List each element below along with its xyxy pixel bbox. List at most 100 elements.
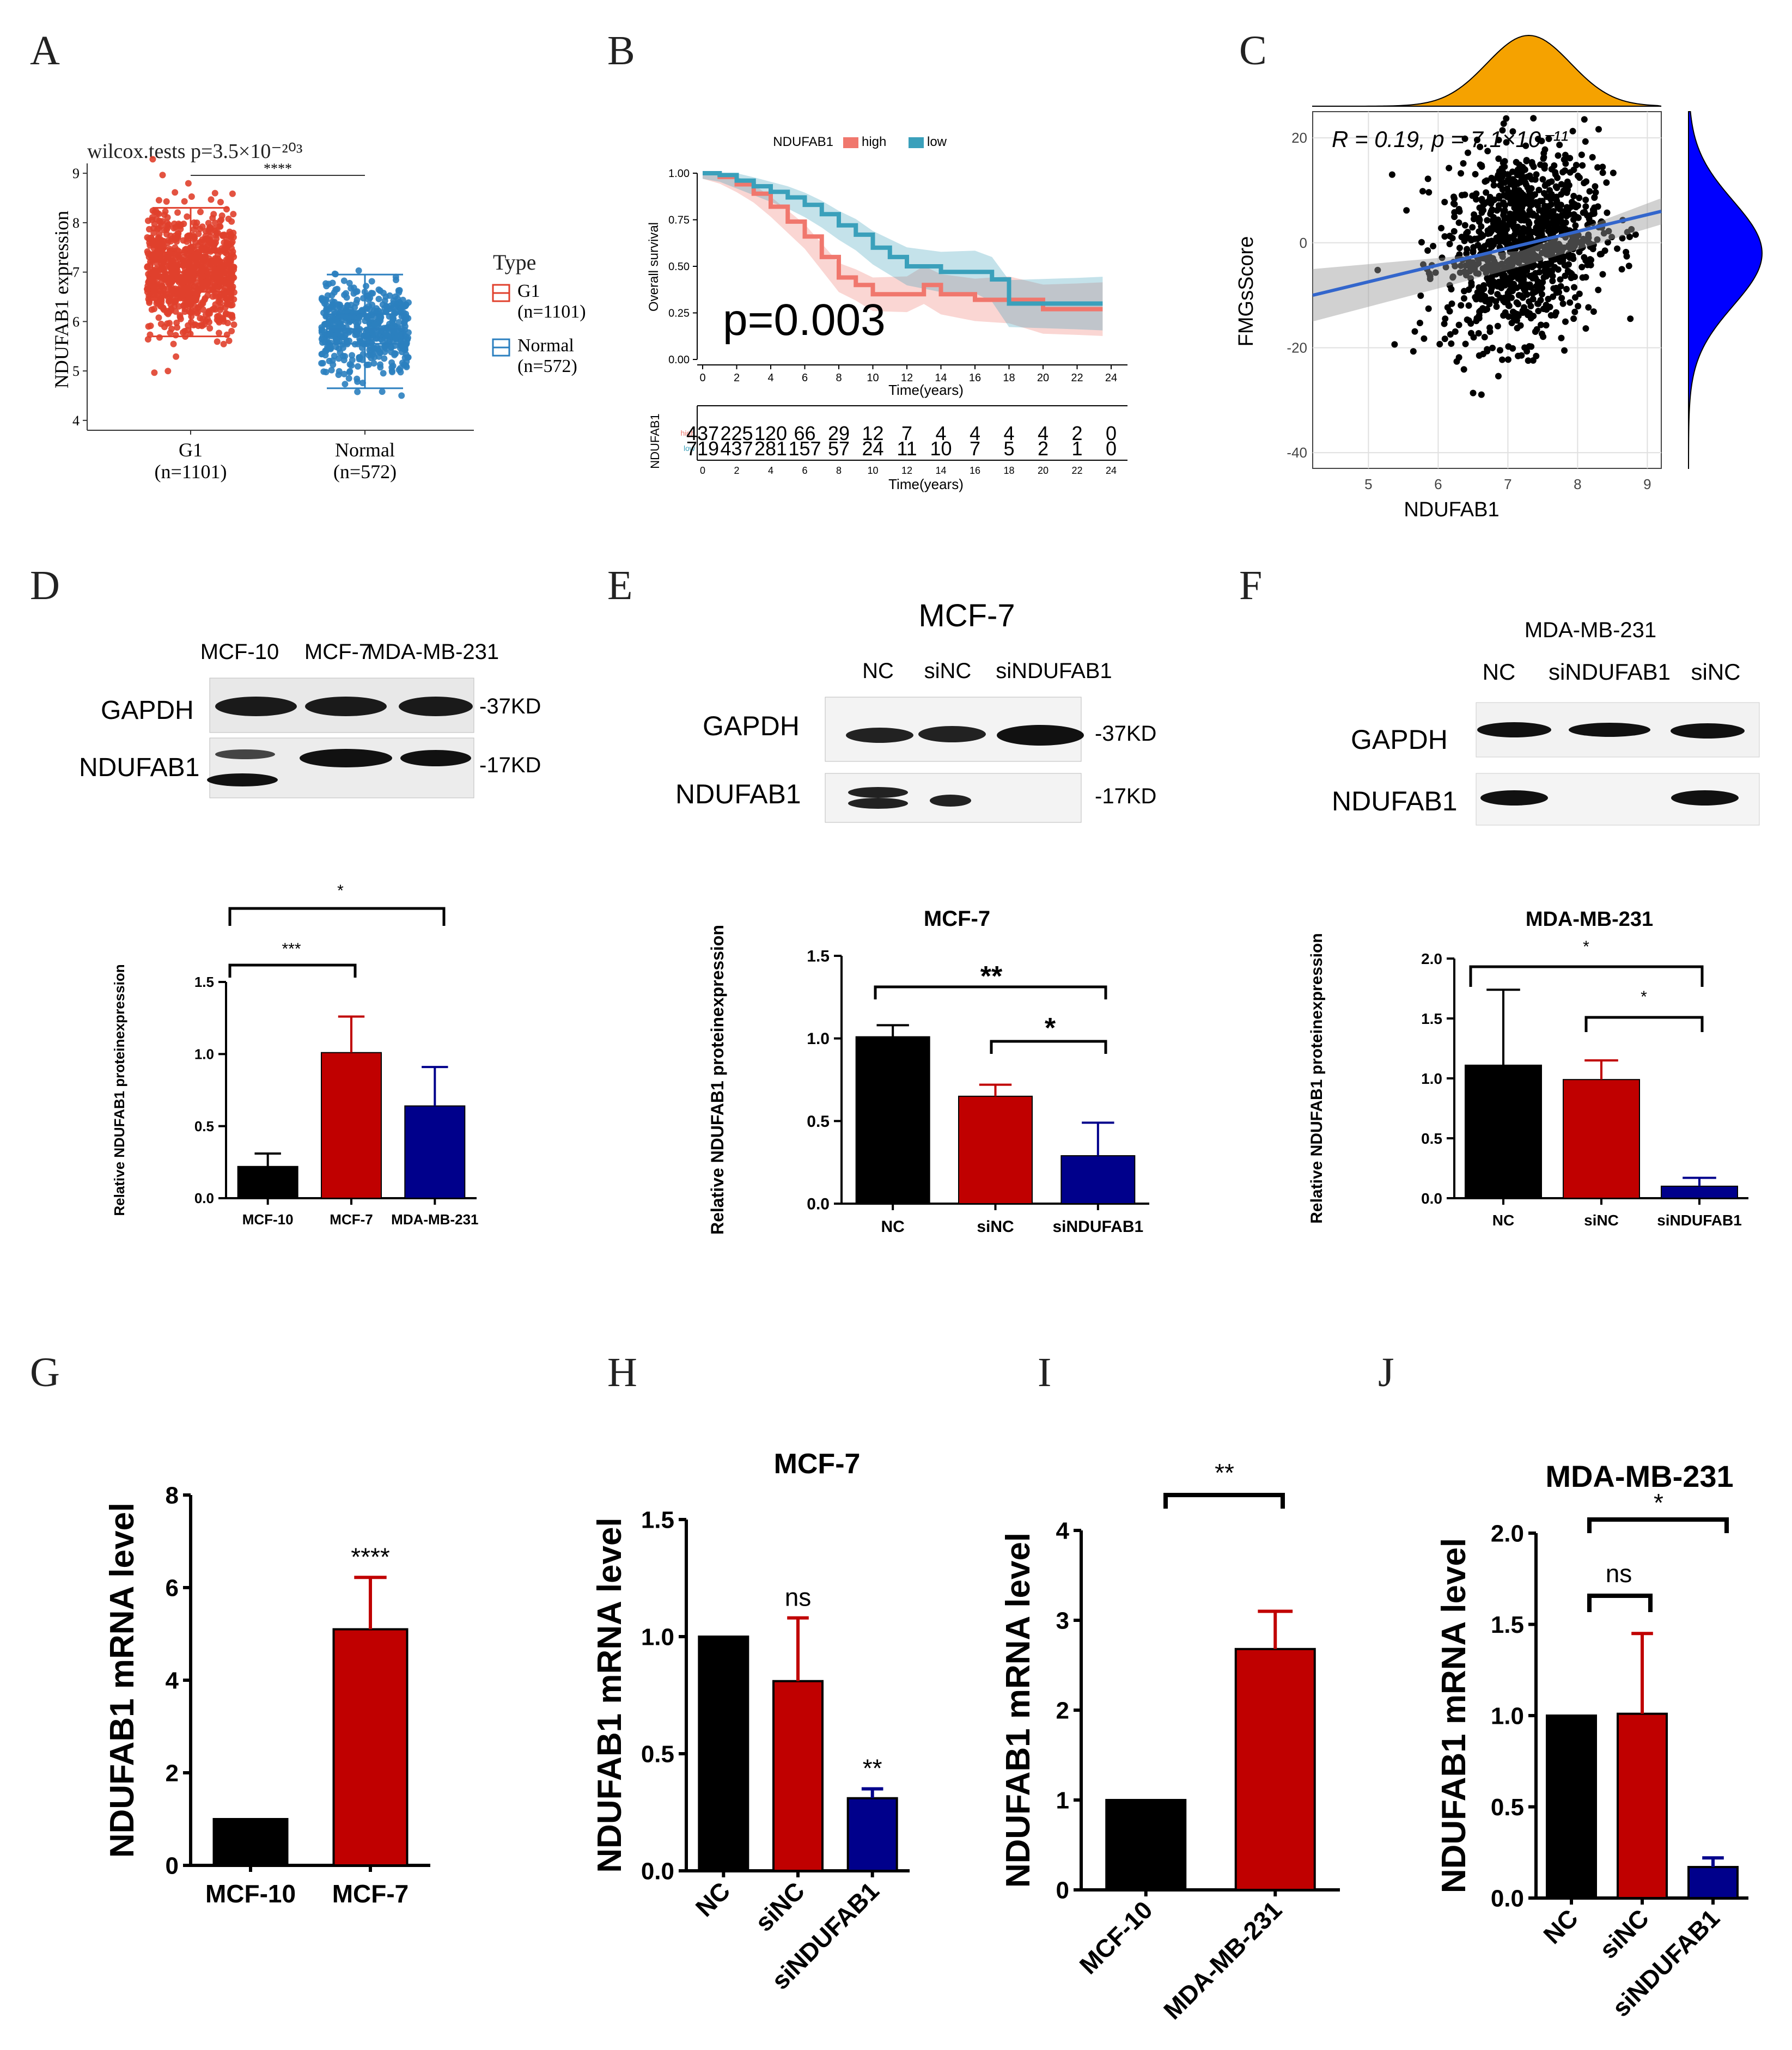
point [1455, 206, 1462, 213]
panel-d-western-blot: MCF-10 MCF-7 MDA-MB-231 GAPDH NDUFAB1 -3… [79, 640, 541, 798]
risk-x-tick-label: 14 [935, 465, 946, 476]
point [355, 267, 362, 274]
point [1468, 236, 1475, 243]
point [1516, 187, 1523, 194]
point [1502, 294, 1509, 301]
point [1529, 210, 1537, 217]
risk-count: 5 [1003, 437, 1014, 460]
point [202, 228, 209, 235]
point [1473, 136, 1480, 143]
risk-count: 10 [930, 437, 952, 460]
panel-e-lane-label: NC [862, 659, 894, 683]
point [1604, 209, 1611, 216]
sig-label: *** [282, 940, 301, 958]
point [1569, 127, 1576, 135]
risk-count: 1 [1071, 437, 1082, 460]
panel-e-row-label: GAPDH [703, 711, 800, 741]
point [1516, 212, 1523, 219]
bar [237, 1166, 298, 1199]
y-tick-label: 0.5 [807, 1113, 830, 1131]
panel-e-lane-label: siNDUFAB1 [996, 659, 1112, 683]
point [1614, 245, 1621, 252]
point [380, 290, 387, 297]
bar [332, 1628, 409, 1866]
point [346, 279, 353, 286]
panel-letter-g: G [30, 1350, 60, 1395]
band [846, 728, 913, 743]
point [1473, 196, 1480, 203]
point [365, 361, 372, 368]
point [1537, 215, 1544, 222]
point [1582, 325, 1589, 332]
point [337, 349, 344, 356]
point [225, 215, 232, 222]
point [322, 369, 330, 376]
y-tick-label: 1.5 [1491, 1612, 1524, 1638]
point [153, 216, 160, 223]
sig-bracket [1587, 1517, 1729, 1533]
point [1600, 230, 1607, 237]
point [345, 337, 352, 344]
point [1552, 169, 1559, 176]
point [1417, 292, 1424, 299]
y-tick-label: 0.0 [807, 1195, 830, 1213]
point [381, 355, 388, 362]
y-tick-label: 2 [166, 1760, 179, 1786]
point [1448, 285, 1455, 292]
y-tick-label: 0.5 [641, 1741, 674, 1767]
y-tick-label: 8 [166, 1482, 179, 1509]
point [321, 300, 328, 307]
point [1442, 264, 1449, 271]
point [1560, 187, 1567, 194]
x-tick-label: Normal [335, 439, 395, 461]
point [214, 252, 221, 259]
point [1555, 253, 1562, 260]
point [1416, 319, 1423, 326]
top-density [1313, 34, 1662, 107]
point [1513, 266, 1520, 273]
point [1456, 245, 1463, 252]
point [1460, 295, 1467, 302]
point [1490, 261, 1497, 269]
point [327, 343, 334, 350]
point [392, 308, 399, 315]
point [391, 351, 398, 358]
x-tick-label: MDA-MB-231 [391, 1211, 478, 1228]
panel-f-row-label: GAPDH [1351, 724, 1448, 755]
risk-count: 57 [828, 437, 850, 460]
risk-x-tick-label: 10 [867, 465, 878, 476]
point [1565, 182, 1572, 189]
point [211, 190, 218, 197]
point [1563, 285, 1570, 292]
point [1553, 184, 1561, 191]
x-tick-label: siNC [977, 1218, 1014, 1236]
point [1499, 127, 1506, 134]
point [1557, 258, 1564, 265]
y-tick-label: 1.5 [641, 1506, 674, 1533]
point [1446, 308, 1453, 315]
point [1510, 197, 1517, 204]
legend-sublabel: (n=1101) [517, 302, 586, 322]
panel-e-significance: MCF-7 ** * [874, 907, 1107, 1054]
point [1455, 219, 1462, 226]
point [1577, 239, 1584, 246]
point [377, 364, 384, 371]
point [1523, 157, 1530, 164]
risk-x-tick-label: 6 [802, 465, 807, 476]
point [199, 300, 206, 307]
sig-label: * [1654, 1488, 1663, 1517]
point [1461, 288, 1468, 295]
y-tick-label: 20 [1291, 130, 1307, 146]
point [1558, 212, 1565, 219]
risk-x-tick-label: 20 [1038, 465, 1049, 476]
y-tick-label: 0.0 [641, 1858, 674, 1884]
point [342, 381, 349, 388]
chart-title: MCF-7 [774, 1448, 861, 1480]
point [1442, 315, 1449, 322]
point [1494, 207, 1501, 214]
band [848, 787, 908, 798]
point [356, 356, 363, 363]
risk-count: 0 [1106, 437, 1117, 460]
point [1518, 204, 1525, 211]
point [1541, 162, 1548, 169]
